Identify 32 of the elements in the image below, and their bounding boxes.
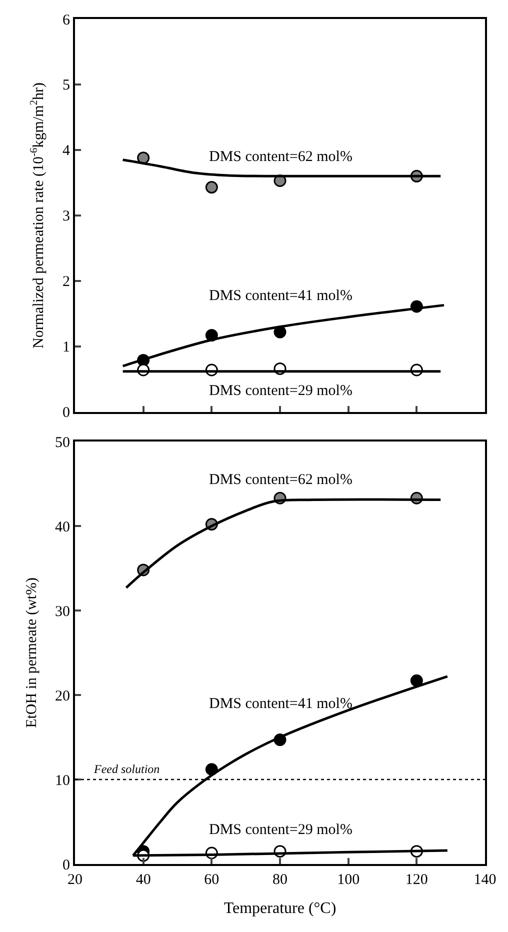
- series-label: DMS content=29 mol%: [209, 383, 352, 399]
- series-label: DMS content=41 mol%: [209, 288, 352, 304]
- y-tick-label: 6: [62, 12, 70, 28]
- line-series: [122, 304, 446, 368]
- ref-line-label: Feed solution: [93, 762, 160, 776]
- y-axis-title: EtOH in permeate (wt%): [24, 578, 40, 728]
- y-tick-label: 10: [55, 772, 70, 789]
- text: DMS content=41 mol%: [209, 696, 352, 712]
- point: [205, 181, 218, 194]
- y-tick-label: 30: [55, 604, 70, 620]
- point: [410, 674, 423, 687]
- series-label: DMS content=62 mol%: [209, 472, 352, 488]
- y-tick-label: 4: [62, 143, 70, 160]
- x-tick-label: 140: [474, 872, 496, 888]
- y-tick-label: 0: [62, 405, 70, 422]
- y-tick-label: 40: [55, 519, 70, 536]
- y-tick-label: 3: [62, 208, 70, 225]
- x-axis-title: Temperature (°C): [224, 900, 336, 918]
- x-tick-label: 60: [204, 872, 220, 888]
- point: [137, 152, 150, 164]
- y-tick-label: 2: [62, 274, 70, 290]
- y-tick-label: 5: [62, 78, 70, 94]
- y-tick-label: 50: [55, 434, 70, 451]
- x-tick-label: 40: [136, 872, 151, 888]
- x-tick-label: 80: [272, 872, 288, 888]
- series-label: DMS content=29 mol%: [209, 822, 352, 838]
- x-tick-label: 100: [337, 872, 360, 888]
- y-tick-label: 20: [55, 688, 70, 704]
- y-tick-label: 0: [62, 857, 70, 874]
- series-label: DMS content=62 mol%: [209, 149, 352, 165]
- x-tick-label: 120: [405, 872, 428, 888]
- y-tick-label: 1: [62, 340, 70, 356]
